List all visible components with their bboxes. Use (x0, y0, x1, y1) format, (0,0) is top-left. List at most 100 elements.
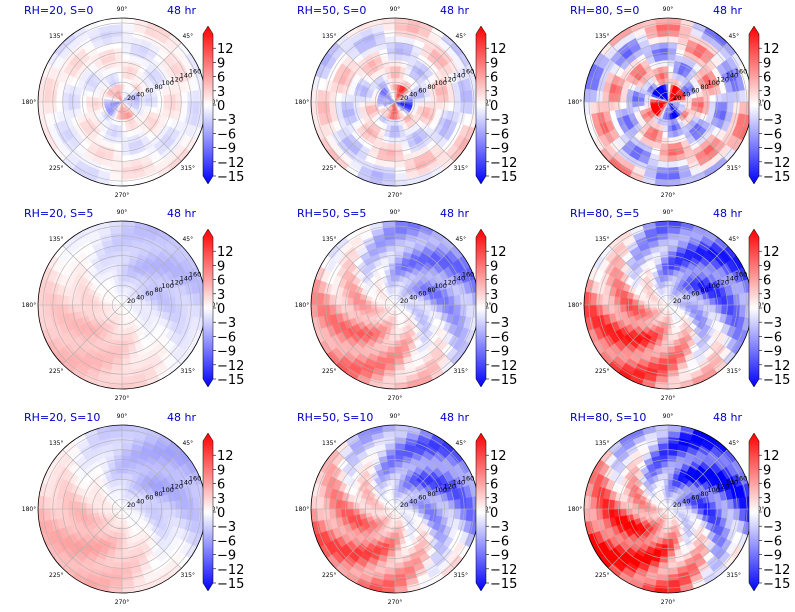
angle-tick-label: 225° (49, 572, 63, 579)
radial-tick-label: 20 (400, 501, 408, 509)
colorbar-tick-label: 12 (217, 449, 234, 464)
angle-tick-label: 90° (117, 413, 128, 420)
colorbar-tick-label: −15 (763, 373, 790, 388)
radial-tick-label: 60 (418, 290, 426, 298)
angle-tick-label: 45° (728, 33, 739, 40)
colorbar-tick-label: −9 (217, 142, 236, 157)
colorbar-tick-label: −3 (217, 520, 236, 535)
radial-tick-label: 20 (127, 94, 135, 102)
colorbar-tick-label: 12 (763, 245, 780, 260)
colorbar-tick-label: −6 (763, 330, 782, 345)
angle-tick-label: 45° (455, 236, 466, 243)
colorbar-tick-label: 3 (490, 85, 498, 100)
colorbar-tick-label: 6 (490, 71, 498, 86)
colorbar-tick-label: −15 (763, 170, 790, 185)
radial-tick-label: 120 (444, 75, 456, 83)
angle-tick-label: 180° (22, 99, 36, 106)
colorbar-tick-label: 3 (763, 288, 771, 303)
angle-tick-label: 315° (454, 572, 468, 579)
angle-tick-label: 135° (322, 440, 336, 447)
colorbar-tick-label: 3 (763, 492, 771, 507)
colorbar-tick-label: −15 (763, 577, 790, 592)
angle-tick-label: 315° (727, 572, 741, 579)
colorbar-tick-label: −12 (217, 563, 244, 578)
radial-tick-label: 40 (136, 293, 144, 301)
colorbar-tick-label: −15 (490, 577, 517, 592)
radial-tick-label: 40 (409, 497, 417, 505)
colorbar-tick-label: −15 (217, 170, 244, 185)
panel-time-label: 48 hr (713, 207, 742, 220)
radial-tick-label: 40 (409, 293, 417, 301)
colorbar-tick-label: 3 (490, 492, 498, 507)
colorbar-tick-label: −9 (217, 345, 236, 360)
angle-tick-label: 270° (388, 192, 402, 199)
polar-panel: RH=80, S=0 48 hr 90° 45° 0° 315° 270° 225° 180° 1… (568, 4, 791, 199)
polar-panel: RH=20, S=0 48 hr 90° 45° 0° 315° 270° 225° 180° 1… (22, 4, 245, 199)
polar-panel: RH=20, S=5 48 hr 90° 45° 0° 315° 270° 225° 180° 1… (22, 207, 245, 402)
radial-tick-label: 100 (161, 79, 173, 87)
angle-tick-label: 45° (455, 33, 466, 40)
colorbar-tick-label: −15 (490, 373, 517, 388)
colorbar-tick-label: −3 (763, 113, 782, 128)
colorbar-tick-label: −12 (763, 563, 790, 578)
angle-tick-label: 0° (212, 506, 219, 513)
radial-tick-label: 160 (462, 68, 474, 76)
radial-tick-label: 80 (427, 286, 435, 294)
colorbar-tick-label: 3 (217, 492, 225, 507)
angle-tick-label: 180° (22, 506, 36, 513)
colorbar-tick-label: 12 (490, 245, 507, 260)
colorbar-tick-label: −3 (490, 113, 509, 128)
radial-tick-label: 160 (462, 271, 474, 279)
radial-tick-label: 120 (171, 482, 183, 490)
colorbar-tick-label: 6 (490, 274, 498, 289)
colorbar-tick-label: −3 (490, 520, 509, 535)
colorbar-tick-label: −9 (217, 549, 236, 564)
angle-tick-label: 90° (390, 209, 401, 216)
colorbar-tick-label: −3 (217, 113, 236, 128)
polar-grid (584, 425, 752, 593)
colorbar-tick-label: 12 (490, 449, 507, 464)
colorbar-tick-label: 0 (490, 506, 498, 521)
angle-tick-label: 90° (663, 209, 674, 216)
polar-panel: RH=80, S=5 48 hr 90° 45° 0° 315° 270° 225° 180° 1… (568, 207, 791, 402)
polar-panel: RH=50, S=0 48 hr 90° 45° 0° 315° 270° 225° 180° 1… (295, 4, 518, 199)
angle-tick-label: 180° (568, 302, 582, 309)
colorbar-tick-label: 9 (490, 56, 498, 71)
radial-tick-label: 60 (418, 87, 426, 95)
angle-tick-label: 270° (661, 192, 675, 199)
panel-time-label: 48 hr (167, 4, 196, 17)
radial-tick-label: 120 (717, 75, 729, 83)
angle-tick-label: 180° (295, 99, 309, 106)
angle-tick-label: 315° (454, 165, 468, 172)
angle-tick-label: 90° (390, 6, 401, 13)
colorbar-tick-label: −6 (763, 534, 782, 549)
angle-tick-label: 225° (595, 572, 609, 579)
radial-tick-label: 80 (154, 490, 162, 498)
colorbar-tick-label: 0 (217, 99, 225, 114)
angle-tick-label: 45° (728, 440, 739, 447)
colorbar-tick-label: −12 (763, 156, 790, 171)
angle-tick-label: 225° (595, 165, 609, 172)
colorbar-tick-label: −12 (490, 563, 517, 578)
angle-tick-label: 225° (595, 368, 609, 375)
polar-panel: RH=80, S=10 48 hr 90° 45° 0° 315° 270° 225° 180°… (568, 411, 791, 606)
colorbar-tick-label: −9 (490, 142, 509, 157)
radial-tick-label: 160 (735, 475, 747, 483)
angle-tick-label: 270° (388, 395, 402, 402)
colorbar-tick-label: 0 (763, 99, 771, 114)
radial-tick-label: 40 (409, 90, 417, 98)
colorbar-tick-label: 0 (490, 302, 498, 317)
radial-tick-label: 120 (717, 278, 729, 286)
radial-tick-label: 100 (707, 282, 719, 290)
angle-tick-label: 0° (485, 302, 492, 309)
colorbar-tick-label: 6 (763, 71, 771, 86)
angle-tick-label: 225° (322, 165, 336, 172)
panel-title: RH=80, S=5 (570, 207, 639, 220)
angle-tick-label: 135° (595, 236, 609, 243)
colorbar-tick-label: −3 (763, 520, 782, 535)
polar-grid (38, 221, 206, 389)
